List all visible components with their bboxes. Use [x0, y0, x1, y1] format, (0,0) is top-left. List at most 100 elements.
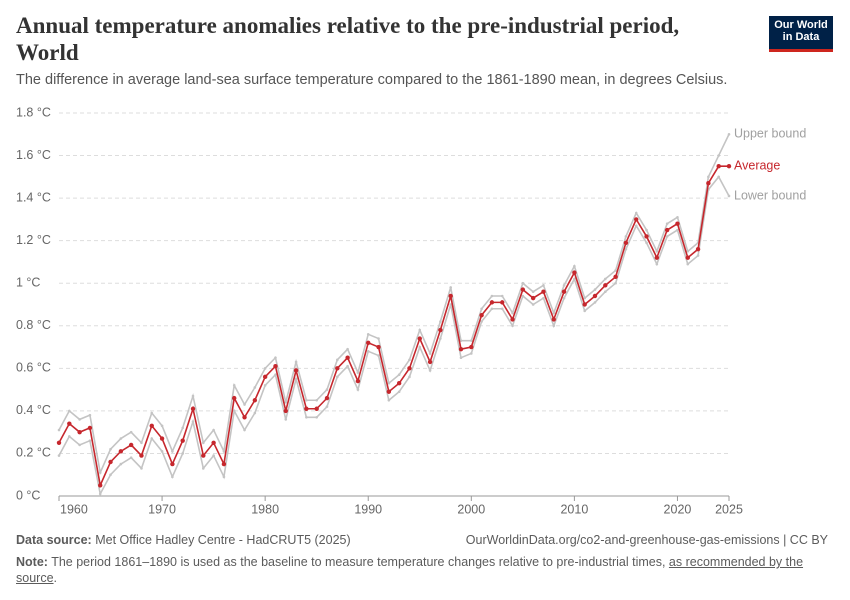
- point: [624, 247, 628, 251]
- note-link[interactable]: as recommended by the source: [16, 555, 804, 585]
- point: [686, 250, 690, 253]
- point: [170, 461, 175, 467]
- point: [315, 415, 318, 419]
- x-tick-label: 1980: [251, 502, 279, 516]
- point: [717, 175, 720, 179]
- point: [552, 311, 556, 315]
- point: [665, 235, 669, 238]
- point: [56, 440, 62, 446]
- point: [521, 281, 525, 285]
- point: [243, 403, 246, 406]
- point: [604, 277, 607, 281]
- point: [78, 418, 81, 421]
- point: [644, 234, 649, 239]
- point: [541, 289, 546, 294]
- point: [263, 367, 267, 370]
- point: [510, 317, 515, 322]
- url[interactable]: OurWorldinData.org/co2-and-greenhouse-ga…: [465, 533, 828, 547]
- point: [356, 388, 360, 391]
- point: [438, 327, 443, 333]
- point: [201, 453, 206, 458]
- point: [191, 420, 195, 423]
- point: [490, 307, 494, 311]
- y-tick-label: 1.8 °C: [16, 105, 51, 119]
- point: [191, 394, 195, 398]
- y-tick-label: 1.2 °C: [16, 233, 51, 247]
- point: [305, 415, 308, 419]
- point: [68, 435, 71, 438]
- point: [118, 449, 124, 454]
- point: [67, 421, 72, 426]
- point: [119, 462, 123, 466]
- note-text: The period 1861–1890 is used as the base…: [51, 555, 669, 569]
- x-tick-label: 2000: [457, 502, 485, 516]
- point: [593, 288, 597, 291]
- point: [356, 371, 360, 374]
- point: [202, 441, 205, 445]
- point: [212, 454, 215, 457]
- point: [159, 436, 165, 441]
- point: [439, 320, 442, 323]
- point: [449, 286, 452, 289]
- point: [573, 264, 576, 268]
- point: [418, 345, 422, 349]
- series-line: [58, 133, 730, 476]
- y-tick-label: 0.2 °C: [16, 446, 51, 460]
- point: [448, 293, 453, 299]
- point: [614, 281, 617, 285]
- point: [542, 284, 545, 287]
- point: [232, 384, 236, 387]
- point: [293, 368, 299, 373]
- point: [274, 356, 277, 359]
- point: [520, 287, 526, 292]
- point: [582, 302, 587, 307]
- x-tick-label: 2025: [715, 502, 743, 516]
- point: [530, 295, 536, 301]
- x-tick-label: 1970: [148, 502, 176, 516]
- point: [583, 296, 586, 300]
- point: [655, 262, 659, 266]
- point: [561, 289, 567, 294]
- point: [366, 332, 370, 336]
- point: [562, 284, 566, 287]
- point: [284, 401, 288, 404]
- point: [459, 356, 463, 359]
- point: [707, 175, 710, 179]
- series-line: [58, 175, 730, 497]
- point: [458, 346, 464, 352]
- point: [366, 350, 370, 353]
- point: [150, 411, 154, 415]
- point: [263, 384, 267, 387]
- point: [408, 358, 411, 362]
- point: [634, 217, 639, 222]
- point: [675, 221, 680, 226]
- point: [88, 413, 92, 417]
- point: [604, 290, 607, 294]
- point: [345, 355, 350, 360]
- point: [562, 296, 566, 300]
- point: [727, 194, 731, 198]
- point: [150, 437, 154, 440]
- logo[interactable]: Our World in Data: [769, 16, 833, 52]
- point: [377, 354, 380, 357]
- point: [480, 307, 483, 311]
- point: [511, 324, 514, 328]
- point: [624, 235, 628, 238]
- point: [469, 344, 474, 350]
- point: [109, 447, 112, 451]
- point: [139, 453, 144, 458]
- point: [428, 352, 432, 355]
- point: [500, 294, 504, 298]
- point: [727, 132, 731, 136]
- point: [346, 364, 349, 368]
- logo-text: Our World: [774, 19, 828, 31]
- point: [583, 309, 586, 313]
- point: [294, 377, 298, 381]
- point: [325, 405, 329, 408]
- point: [171, 450, 174, 453]
- point: [305, 398, 308, 402]
- point: [108, 459, 113, 465]
- point: [685, 255, 690, 260]
- point: [695, 246, 701, 252]
- point: [623, 240, 629, 245]
